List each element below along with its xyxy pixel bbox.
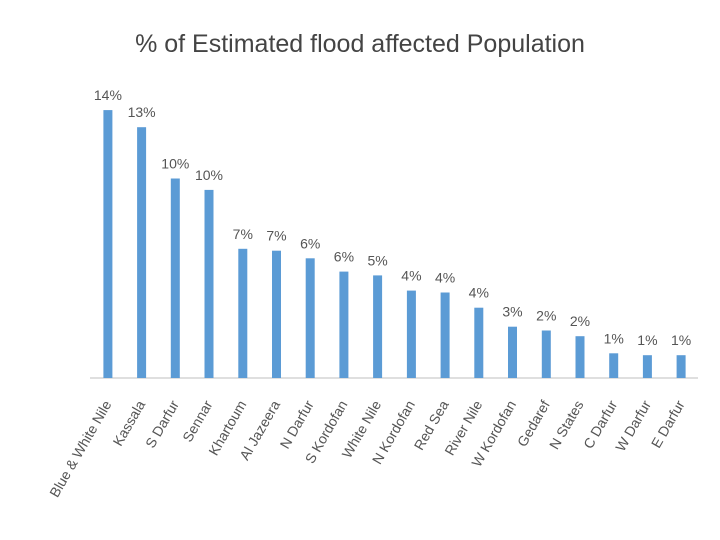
bar-0 (103, 110, 113, 378)
data-label-12: 3% (502, 304, 522, 320)
bar-10 (440, 292, 450, 378)
category-label-0: Blue & White Nile (46, 397, 114, 500)
bar-17 (676, 355, 686, 378)
bar-6 (305, 258, 315, 378)
data-label-3: 10% (195, 167, 223, 183)
data-label-15: 1% (604, 330, 624, 346)
bar-12 (508, 326, 517, 378)
data-label-10: 4% (435, 270, 455, 286)
bar-9 (406, 290, 416, 378)
bar-3 (204, 189, 214, 378)
data-label-2: 10% (161, 156, 189, 172)
bar-7 (339, 271, 349, 378)
data-label-0: 14% (94, 87, 122, 103)
category-label-3: Sennar (179, 397, 216, 444)
data-label-7: 6% (334, 249, 354, 265)
bar-8 (373, 275, 383, 378)
bar-11 (474, 307, 484, 378)
category-label-17: E Darfur (648, 397, 688, 450)
data-label-11: 4% (469, 285, 489, 301)
data-label-8: 5% (367, 252, 387, 268)
bar-15 (609, 353, 619, 378)
data-label-16: 1% (637, 332, 657, 348)
data-labels-group: 14% 13% 10% 10% 7% 7% 6% 6% 5% 4% 4% 4% 3% 2% 2% 1% 1% 1% (94, 87, 691, 348)
data-label-1: 13% (128, 104, 156, 120)
chart-title: % of Estimated flood affected Population (135, 30, 585, 58)
bar-5 (272, 250, 281, 378)
bar-13 (541, 330, 551, 378)
data-label-13: 2% (536, 308, 556, 324)
bar-4 (238, 248, 248, 378)
data-label-14: 2% (570, 313, 590, 329)
bars-group (103, 110, 686, 378)
data-label-5: 7% (266, 228, 286, 244)
data-label-9: 4% (401, 268, 421, 284)
bar-16 (642, 355, 652, 378)
data-label-6: 6% (300, 235, 320, 251)
data-label-4: 7% (233, 226, 253, 242)
bar-1 (137, 127, 147, 378)
bar-14 (575, 336, 585, 378)
category-label-2: S Darfur (142, 397, 182, 450)
bar-2 (170, 178, 180, 378)
data-label-17: 1% (671, 332, 691, 348)
